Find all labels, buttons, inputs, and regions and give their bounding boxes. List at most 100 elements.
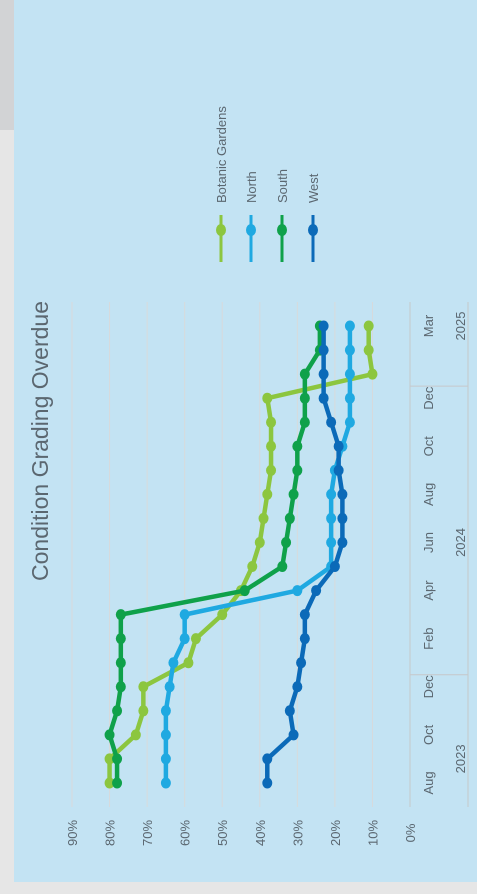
gridlines [71, 302, 373, 807]
data-point [247, 561, 258, 573]
data-point [160, 729, 171, 741]
data-point [318, 344, 329, 356]
legend-label: Botanic Gardens [214, 106, 229, 203]
data-point [292, 681, 303, 693]
month-tick-label: Apr [421, 580, 436, 601]
year-label: 2023 [453, 744, 468, 773]
data-point [363, 320, 374, 332]
legend-swatch-marker [216, 224, 226, 236]
data-point [299, 392, 310, 404]
data-point [254, 536, 265, 548]
value-tick-label: 90% [65, 820, 80, 846]
data-point [160, 705, 171, 717]
month-tick-label: Feb [421, 627, 436, 649]
value-tick-label: 70% [140, 820, 155, 846]
month-tick-label: Aug [421, 771, 436, 794]
value-tick-label: 10% [365, 820, 380, 846]
legend-label: South [275, 169, 290, 203]
year-label: 2024 [453, 528, 468, 557]
data-point [262, 753, 273, 765]
data-point [326, 488, 337, 500]
data-point [239, 585, 250, 597]
data-point [318, 392, 329, 404]
data-point [277, 561, 288, 573]
month-tick-label: Dec [421, 675, 436, 699]
data-point [333, 440, 344, 452]
value-tick-label: 40% [253, 820, 268, 846]
legend-swatch-marker [246, 224, 256, 236]
data-point [104, 777, 115, 789]
legend-label: North [244, 171, 259, 203]
month-tick-label: Oct [421, 436, 436, 457]
data-point [326, 536, 337, 548]
value-tick-label: 80% [103, 820, 118, 846]
data-point [299, 633, 310, 645]
data-point [160, 753, 171, 765]
data-point [115, 657, 126, 669]
month-tick-label: Mar [421, 314, 436, 337]
data-point [344, 416, 355, 428]
data-point [299, 368, 310, 380]
data-point [138, 705, 149, 717]
data-point [284, 705, 295, 717]
data-point [296, 657, 307, 669]
chart-title: Condition Grading Overdue [27, 301, 53, 581]
data-point [262, 392, 273, 404]
month-tick-label: Aug [421, 483, 436, 506]
data-point [112, 753, 123, 765]
data-point [299, 609, 310, 621]
data-point [292, 585, 303, 597]
data-point [292, 440, 303, 452]
value-tick-label: 30% [290, 820, 305, 846]
series-lines [104, 320, 378, 789]
data-point [138, 681, 149, 693]
data-point [299, 416, 310, 428]
data-point [112, 777, 123, 789]
data-point [318, 320, 329, 332]
data-point [164, 681, 175, 693]
month-tick-label: Oct [421, 724, 436, 745]
data-point [292, 464, 303, 476]
value-tick-label: 20% [328, 820, 343, 846]
data-point [337, 536, 348, 548]
data-point [112, 705, 123, 717]
data-point [115, 609, 126, 621]
data-point [363, 344, 374, 356]
data-point [217, 609, 228, 621]
data-point [258, 512, 269, 524]
data-point [311, 585, 322, 597]
data-point [288, 729, 299, 741]
data-point [104, 753, 115, 765]
month-tick-label: Dec [421, 386, 436, 410]
legend: Botanic Gardens North South West [214, 106, 321, 262]
data-point [281, 536, 292, 548]
data-point [288, 488, 299, 500]
background-strip [0, 0, 14, 130]
data-point [168, 657, 179, 669]
data-point [326, 416, 337, 428]
chart-panel [14, 0, 477, 882]
data-point [130, 729, 141, 741]
legend-swatch-marker [308, 224, 318, 236]
legend-label: West [306, 173, 321, 203]
legend-swatch-marker [277, 224, 287, 236]
data-point [367, 368, 378, 380]
data-point [115, 681, 126, 693]
data-point [179, 633, 190, 645]
data-point [337, 512, 348, 524]
axes: 0% 10% 20% 30% 40% 50% 60% 70% 80% 90% Aug Oct Dec Fe… [65, 302, 469, 846]
data-point [104, 729, 115, 741]
data-point [266, 440, 277, 452]
value-tick-label: 60% [178, 820, 193, 846]
value-tick-label: 50% [215, 820, 230, 846]
data-point [344, 392, 355, 404]
data-point [329, 561, 340, 573]
data-point [115, 633, 126, 645]
data-point [266, 464, 277, 476]
data-point [266, 416, 277, 428]
month-tick-label: Jun [421, 532, 436, 553]
data-point [190, 633, 201, 645]
data-point [262, 488, 273, 500]
data-point [333, 464, 344, 476]
